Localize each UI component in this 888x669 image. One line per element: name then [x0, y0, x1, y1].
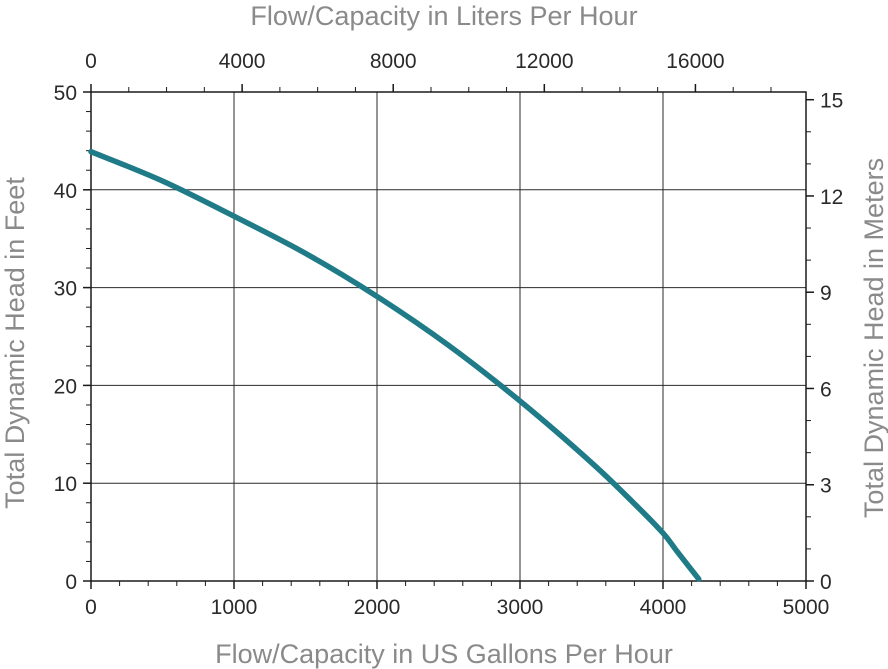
- x-tick-label: 5000: [783, 596, 830, 619]
- y2-tick-label: 6: [820, 378, 832, 401]
- y-tick-label: 40: [54, 180, 77, 203]
- performance-curve: [88, 148, 702, 582]
- x2-tick-label: 12000: [515, 50, 573, 73]
- x-tick-label: 4000: [640, 596, 687, 619]
- y-tick-label: 30: [54, 278, 77, 301]
- y2-tick-label: 0: [820, 571, 832, 594]
- x-tick-label: 1000: [211, 596, 258, 619]
- grid-lines: [91, 92, 806, 581]
- y2-tick-label: 3: [820, 475, 832, 498]
- y2-tick-label: 9: [820, 282, 832, 305]
- x2-tick-label: 8000: [370, 50, 417, 73]
- x-tick-label: 2000: [354, 596, 401, 619]
- y-tick-label: 50: [54, 82, 77, 105]
- series-layer: [88, 148, 702, 582]
- major-ticks: [83, 84, 814, 589]
- y-tick-label: 10: [54, 473, 77, 496]
- x2-tick-label: 16000: [666, 50, 724, 73]
- x-axis-title: Flow/Capacity in US Gallons Per Hour: [215, 639, 673, 669]
- y2-tick-label: 15: [820, 90, 843, 113]
- y-tick-label: 0: [65, 571, 77, 594]
- y2-tick-label: 12: [820, 186, 843, 209]
- y-axis-title: Total Dynamic Head in Feet: [0, 177, 30, 509]
- x-tick-label: 0: [85, 596, 97, 619]
- x2-tick-label: 4000: [219, 50, 266, 73]
- x2-axis-title: Flow/Capacity in Liters Per Hour: [250, 1, 637, 31]
- x-tick-label: 3000: [497, 596, 544, 619]
- minor-ticks: [86, 87, 811, 586]
- plot-frame: [90, 91, 807, 582]
- x2-tick-label: 0: [85, 50, 97, 73]
- y2-axis-title: Total Dynamic Head in Meters: [859, 158, 888, 518]
- y-tick-label: 20: [54, 375, 77, 398]
